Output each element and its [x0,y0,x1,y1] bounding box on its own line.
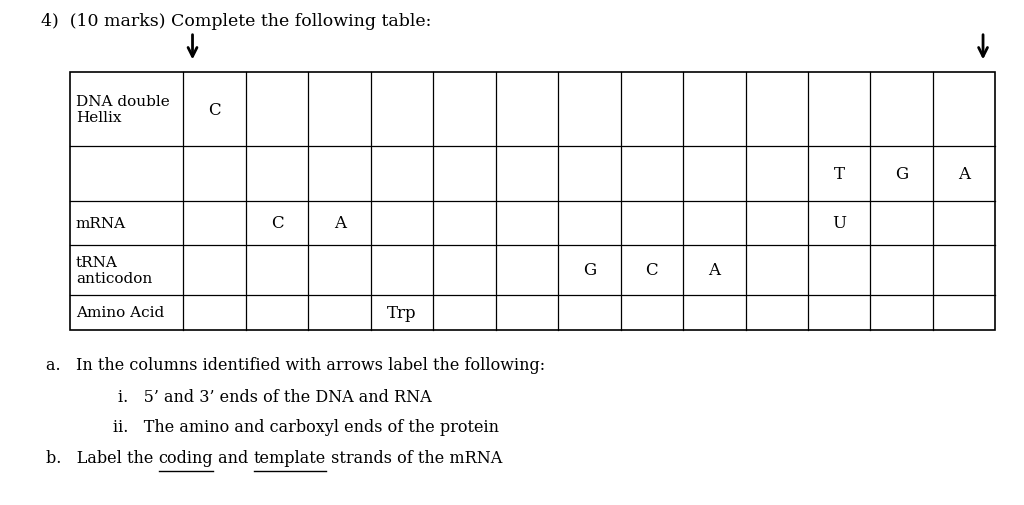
Text: Trp: Trp [387,305,417,321]
Text: b.   Label the: b. Label the [46,449,159,467]
Text: C: C [271,215,284,232]
Text: A: A [709,262,720,279]
Text: G: G [583,262,596,279]
Text: A: A [334,215,346,232]
Text: and: and [213,449,254,467]
Text: C: C [209,102,221,118]
Text: G: G [895,165,908,182]
Bar [70,73,995,331]
Text: U: U [833,215,846,232]
Text: a.   In the columns identified with arrows label the following:: a. In the columns identified with arrows… [46,356,545,373]
Text: C: C [645,262,658,279]
Text: T: T [834,165,845,182]
Text: strands of the mRNA: strands of the mRNA [326,449,502,467]
Text: coding: coding [159,449,213,467]
Text: DNA double
Hellix: DNA double Hellix [76,95,170,125]
Text: 4)  (10 marks) Complete the following table:: 4) (10 marks) Complete the following tab… [41,13,431,30]
Text: mRNA: mRNA [76,216,126,230]
Text: ii.   The amino and carboxyl ends of the protein: ii. The amino and carboxyl ends of the p… [113,418,499,435]
Text: template: template [254,449,326,467]
Text: tRNA
anticodon: tRNA anticodon [76,255,152,285]
Text: b.   Label the coding and template strands of the mRNA: b. Label the coding and template strands… [46,449,502,467]
Text: Amino Acid: Amino Acid [76,306,164,320]
Text: i.   5’ and 3’ ends of the DNA and RNA: i. 5’ and 3’ ends of the DNA and RNA [118,388,431,405]
Text: A: A [958,165,970,182]
